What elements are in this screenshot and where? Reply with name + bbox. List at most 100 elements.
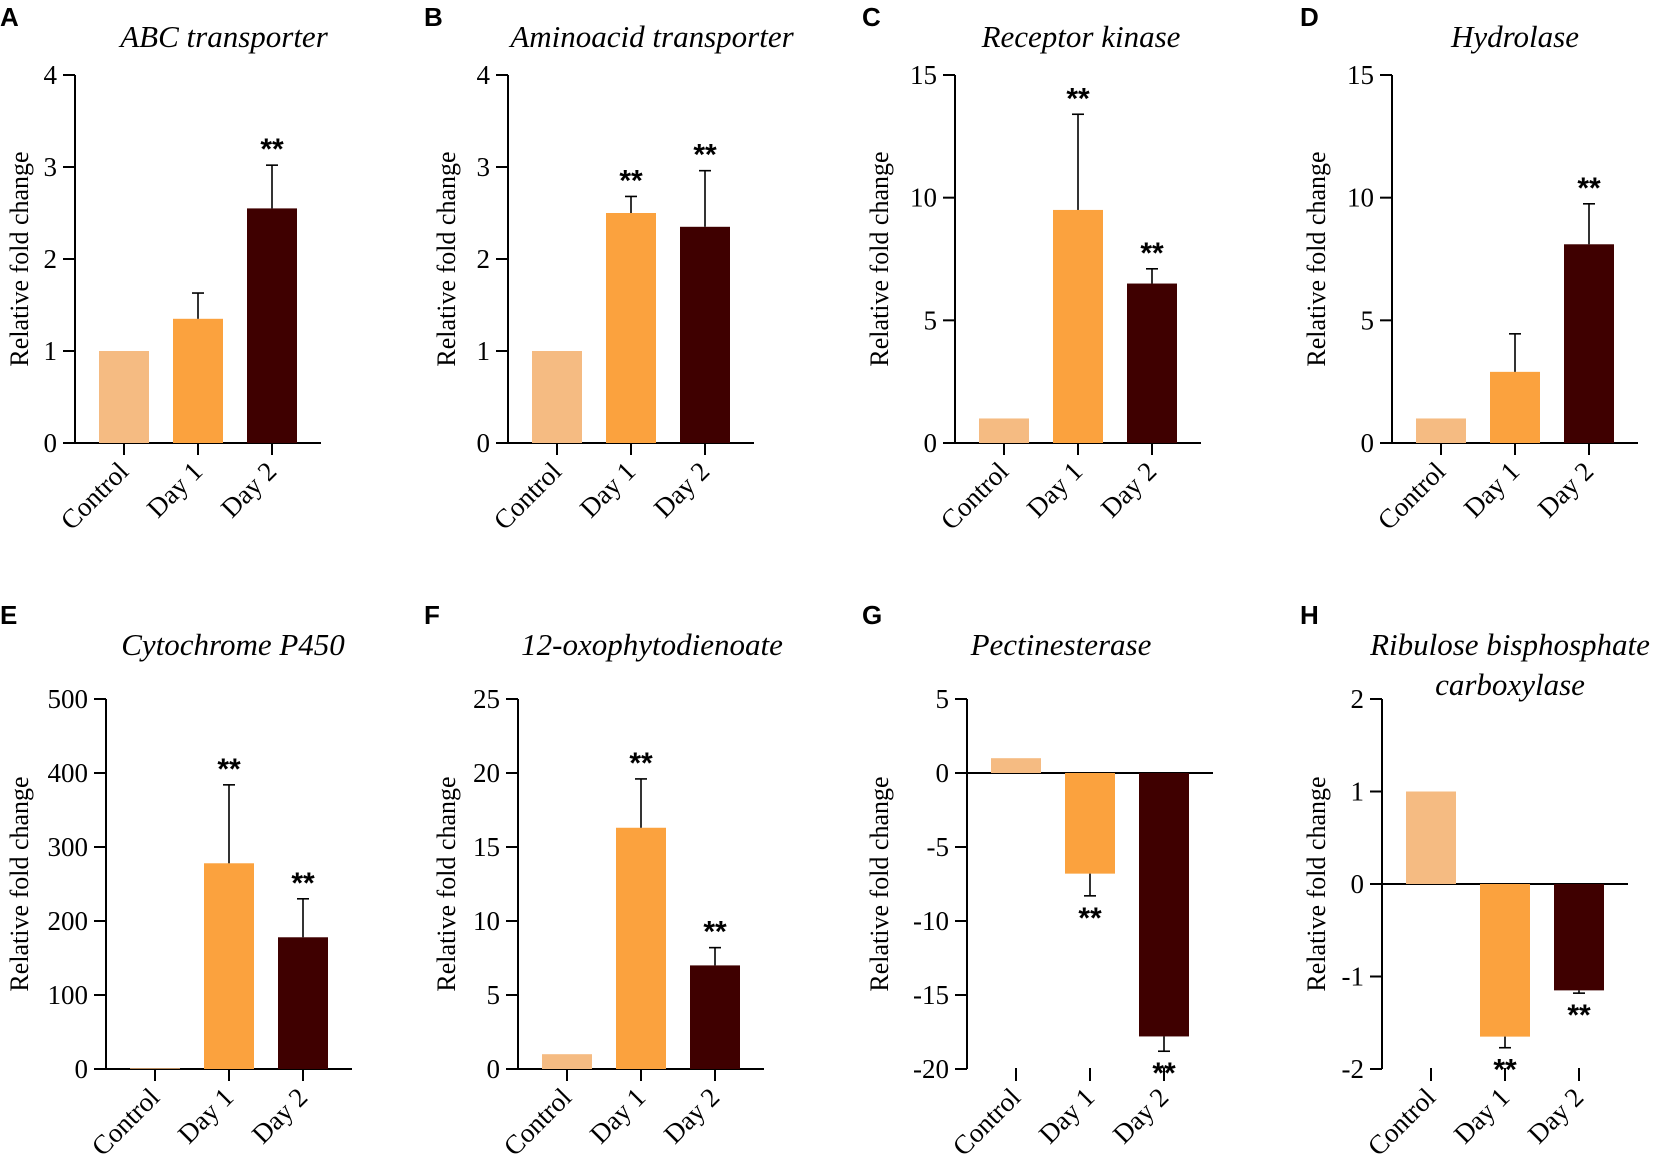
- panel-title: Receptor kinase: [981, 19, 1181, 54]
- panel-letter: E: [0, 600, 17, 630]
- bar-day-2: [1127, 283, 1177, 443]
- panel-letter: G: [862, 600, 882, 630]
- x-tick-label: Day 2: [246, 1082, 313, 1149]
- y-tick-label: 4: [477, 60, 491, 90]
- bar-control: [1416, 418, 1466, 443]
- chart-panel-g: G Pectinesterase Relative fold change -20 -1…: [862, 600, 1213, 1162]
- y-axis-label: Relative fold change: [432, 776, 461, 991]
- y-tick-label: 0: [936, 758, 950, 788]
- panel-title: ABC transporter: [118, 19, 328, 54]
- bar-control: [991, 758, 1041, 773]
- chart-panel-b: B Aminoacid transporter Relative fold chan…: [424, 2, 795, 536]
- y-tick-label: 15: [1347, 60, 1374, 90]
- x-tick-label: Control: [488, 456, 568, 536]
- significance-marker: **: [619, 164, 643, 197]
- panel-letter: C: [862, 2, 881, 32]
- y-tick-label: 15: [910, 60, 937, 90]
- x-tick-label: Day 2: [648, 456, 715, 523]
- bar-day-1: [606, 213, 656, 443]
- panel-letter: F: [424, 600, 440, 630]
- bar-day-2: [1554, 884, 1604, 991]
- panel-title: Ribulose bisphosphate: [1369, 627, 1650, 662]
- y-axis-label: Relative fold change: [1302, 776, 1331, 991]
- y-axis-label: Relative fold change: [865, 151, 894, 366]
- bar-control: [130, 1068, 180, 1069]
- panel-letter: B: [424, 2, 443, 32]
- bar-day-2: [1564, 244, 1614, 443]
- y-tick-label: 3: [477, 152, 491, 182]
- y-tick-label: 3: [44, 152, 58, 182]
- x-tick-label: Day 2: [215, 456, 282, 523]
- x-tick-label: Control: [1362, 1082, 1442, 1162]
- y-tick-label: 400: [48, 758, 89, 788]
- y-tick-label: 0: [44, 428, 58, 458]
- x-tick-label: Day 1: [1021, 456, 1088, 523]
- panel-title: Hydrolase: [1450, 19, 1579, 54]
- chart-panel-e: E Cytochrome P450 Relative fold change 0 100…: [0, 600, 352, 1162]
- panel-title: Pectinesterase: [970, 627, 1152, 662]
- x-tick-label: Day 1: [141, 456, 208, 523]
- x-tick-label: Day 1: [172, 1082, 239, 1149]
- bar-control: [532, 351, 582, 443]
- y-axis-label: Relative fold change: [5, 151, 34, 366]
- y-axis-label: Relative fold change: [865, 776, 894, 991]
- bar-day-1: [616, 827, 666, 1069]
- bar-control: [542, 1054, 592, 1069]
- y-axis-label: Relative fold change: [432, 151, 461, 366]
- y-tick-label: 1: [477, 336, 491, 366]
- x-tick-label: Day 2: [1532, 456, 1599, 523]
- y-tick-label: 0: [487, 1054, 501, 1084]
- y-tick-label: -10: [913, 906, 949, 936]
- chart-panel-a: A ABC transporter Relative fold change 0 1 2 3…: [0, 2, 329, 536]
- bar-day-2: [1139, 773, 1189, 1037]
- x-tick-label: Day 1: [574, 456, 641, 523]
- bar-day-2: [690, 965, 740, 1069]
- significance-marker: **: [260, 133, 284, 166]
- x-tick-label: Control: [935, 456, 1015, 536]
- bar-day-2: [680, 226, 730, 443]
- x-tick-label: Control: [498, 1082, 578, 1162]
- panel-letter: H: [1300, 600, 1319, 630]
- y-tick-label: 2: [44, 244, 58, 274]
- y-tick-label: 0: [75, 1054, 89, 1084]
- y-tick-label: -5: [927, 832, 950, 862]
- significance-marker: **: [693, 139, 717, 172]
- bar-day-1: [1480, 884, 1530, 1037]
- bar-control: [99, 351, 149, 443]
- x-tick-label: Day 2: [1107, 1082, 1174, 1149]
- y-tick-label: -1: [1342, 962, 1365, 992]
- y-tick-label: 1: [44, 336, 58, 366]
- bar-day-1: [173, 318, 223, 443]
- y-tick-label: 4: [44, 60, 58, 90]
- x-tick-label: Day 2: [1522, 1082, 1589, 1149]
- x-tick-label: Day 2: [1095, 456, 1162, 523]
- y-tick-label: 2: [1351, 684, 1365, 714]
- panel-title: Aminoacid transporter: [508, 19, 794, 54]
- significance-marker: **: [1493, 1054, 1517, 1087]
- y-axis-label: Relative fold change: [1302, 151, 1331, 366]
- y-tick-label: 200: [48, 906, 89, 936]
- bar-day-2: [278, 937, 328, 1069]
- x-tick-label: Day 1: [1448, 1082, 1515, 1149]
- significance-marker: **: [291, 867, 315, 900]
- x-tick-label: Control: [86, 1082, 166, 1162]
- panel-title: carboxylase: [1435, 667, 1585, 702]
- significance-marker: **: [1140, 237, 1164, 270]
- x-tick-label: Day 1: [1458, 456, 1525, 523]
- x-tick-label: Day 1: [584, 1082, 651, 1149]
- y-tick-label: 1: [1351, 777, 1365, 807]
- y-tick-label: 0: [1351, 869, 1365, 899]
- panel-title: 12-oxophytodienoate: [521, 627, 783, 662]
- y-tick-label: 10: [473, 906, 500, 936]
- panel-letter: A: [0, 2, 19, 32]
- y-tick-label: 5: [924, 305, 938, 335]
- bar-day-1: [1053, 209, 1103, 443]
- chart-panel-f: F 12-oxophytodienoate Relative fold change…: [424, 600, 783, 1162]
- y-tick-label: 0: [477, 428, 491, 458]
- y-tick-label: 0: [924, 428, 938, 458]
- x-tick-label: Control: [1372, 456, 1452, 536]
- y-tick-label: 10: [1347, 183, 1374, 213]
- bar-day-1: [204, 863, 254, 1069]
- x-tick-label: Day 1: [1033, 1082, 1100, 1149]
